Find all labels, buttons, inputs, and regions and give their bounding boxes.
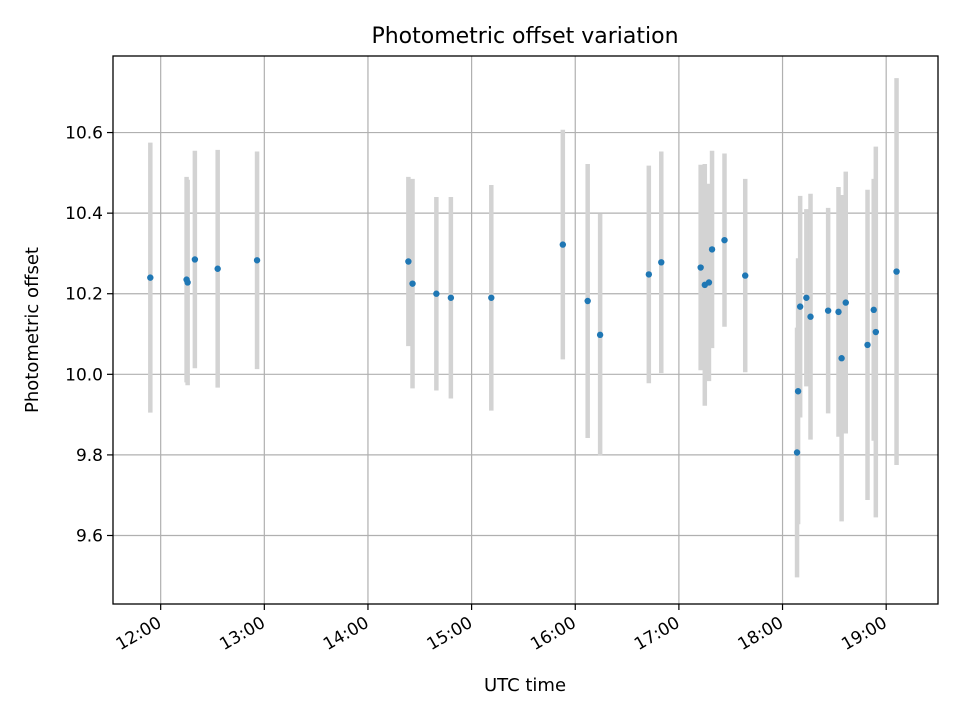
- x-axis-label: UTC time: [484, 675, 566, 696]
- data-point: [253, 257, 261, 264]
- data-point: [742, 272, 749, 279]
- x-tick-label: 12:00: [113, 613, 165, 655]
- data-point: [893, 268, 900, 275]
- data-point: [405, 258, 412, 265]
- data-point: [803, 294, 810, 301]
- data-point: [708, 246, 716, 253]
- x-tick-label: 14:00: [320, 613, 372, 655]
- x-tick-label: 16:00: [527, 613, 579, 655]
- data-point: [793, 449, 801, 456]
- data-point: [835, 308, 842, 316]
- data-point: [658, 259, 665, 266]
- data-point: [838, 355, 845, 362]
- data-point: [433, 290, 440, 297]
- x-tick-label: 19:00: [838, 613, 890, 655]
- x-tick-label: 17:00: [631, 613, 683, 655]
- data-point: [409, 280, 416, 287]
- y-tick-label: 9.8: [76, 446, 103, 466]
- x-tick-label: 13:00: [216, 613, 268, 655]
- data-point: [191, 256, 199, 263]
- y-tick-label: 10.4: [65, 204, 103, 224]
- data-point: [697, 264, 704, 271]
- plot-frame: [112, 55, 939, 605]
- chart-title: Photometric offset variation: [371, 24, 678, 49]
- data-point: [488, 294, 495, 301]
- data-point: [824, 307, 832, 314]
- data-point: [872, 328, 880, 336]
- data-point: [796, 303, 804, 310]
- data-point: [447, 294, 455, 301]
- y-tick-label: 10.6: [65, 124, 103, 144]
- data-point: [184, 279, 191, 286]
- x-tick-label: 15:00: [424, 613, 476, 655]
- data-point: [721, 236, 728, 244]
- data-point: [864, 341, 871, 349]
- grid-layer: [113, 56, 938, 604]
- data-point: [794, 388, 802, 395]
- x-tick-label: 18:00: [735, 613, 787, 655]
- errorbar-layer: [148, 78, 899, 578]
- y-tick-label: 9.6: [76, 527, 103, 547]
- data-point: [645, 271, 653, 278]
- data-point: [705, 279, 713, 286]
- data-point: [584, 297, 591, 305]
- data-point: [147, 274, 154, 281]
- data-point: [842, 299, 849, 306]
- y-tick-label: 10.0: [65, 365, 103, 385]
- y-tick-label: 10.2: [65, 285, 103, 305]
- data-point: [559, 241, 567, 248]
- data-point: [214, 265, 221, 272]
- data-point: [807, 313, 814, 320]
- marker-layer: [147, 236, 900, 456]
- data-point: [596, 331, 604, 339]
- data-point: [870, 306, 877, 314]
- y-axis-label: Photometric offset: [22, 247, 43, 413]
